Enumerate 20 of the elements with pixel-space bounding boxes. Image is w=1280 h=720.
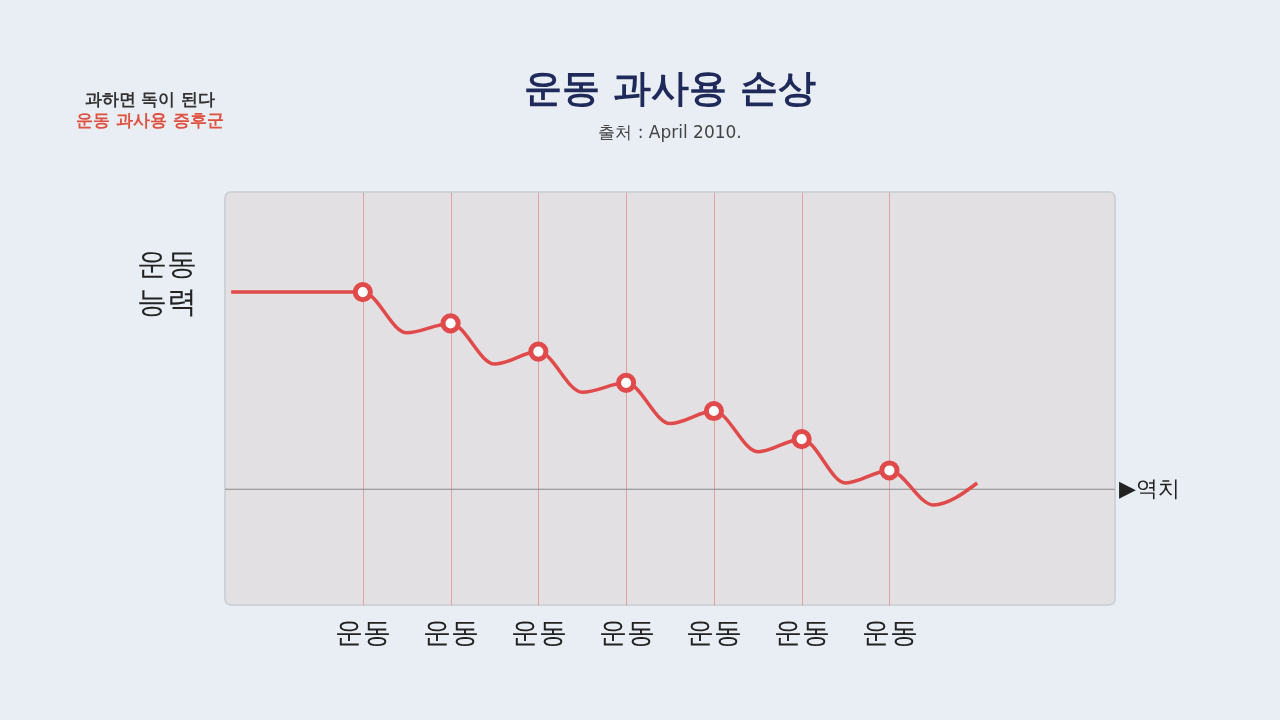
y-axis-title: 운동 능력 (137, 246, 197, 319)
x-tick-label: 운동 (510, 615, 567, 649)
x-tick-label: 운동 (423, 615, 480, 649)
point (616, 372, 637, 393)
point (879, 460, 900, 481)
x-tick-label: 운동 (335, 615, 392, 649)
point (791, 429, 812, 450)
x-tick-label: 운동 (598, 615, 655, 649)
text: 과하면 독이 된다 (84, 89, 216, 109)
x-tick-label: 운동 (686, 615, 743, 649)
point (703, 400, 724, 422)
chart-subtitle: 출처 : April 2010. (598, 122, 742, 142)
point (528, 341, 549, 362)
x-tick-label: 운동 (861, 615, 918, 649)
point (352, 282, 373, 303)
ref-line-label: ▶역치 (1119, 476, 1180, 502)
x-tick-label: 운동 (774, 615, 831, 649)
point (440, 313, 461, 334)
text: 운동 과사용 증후군 (76, 110, 224, 130)
chart-title: 운동 과사용 손상 (523, 66, 817, 110)
